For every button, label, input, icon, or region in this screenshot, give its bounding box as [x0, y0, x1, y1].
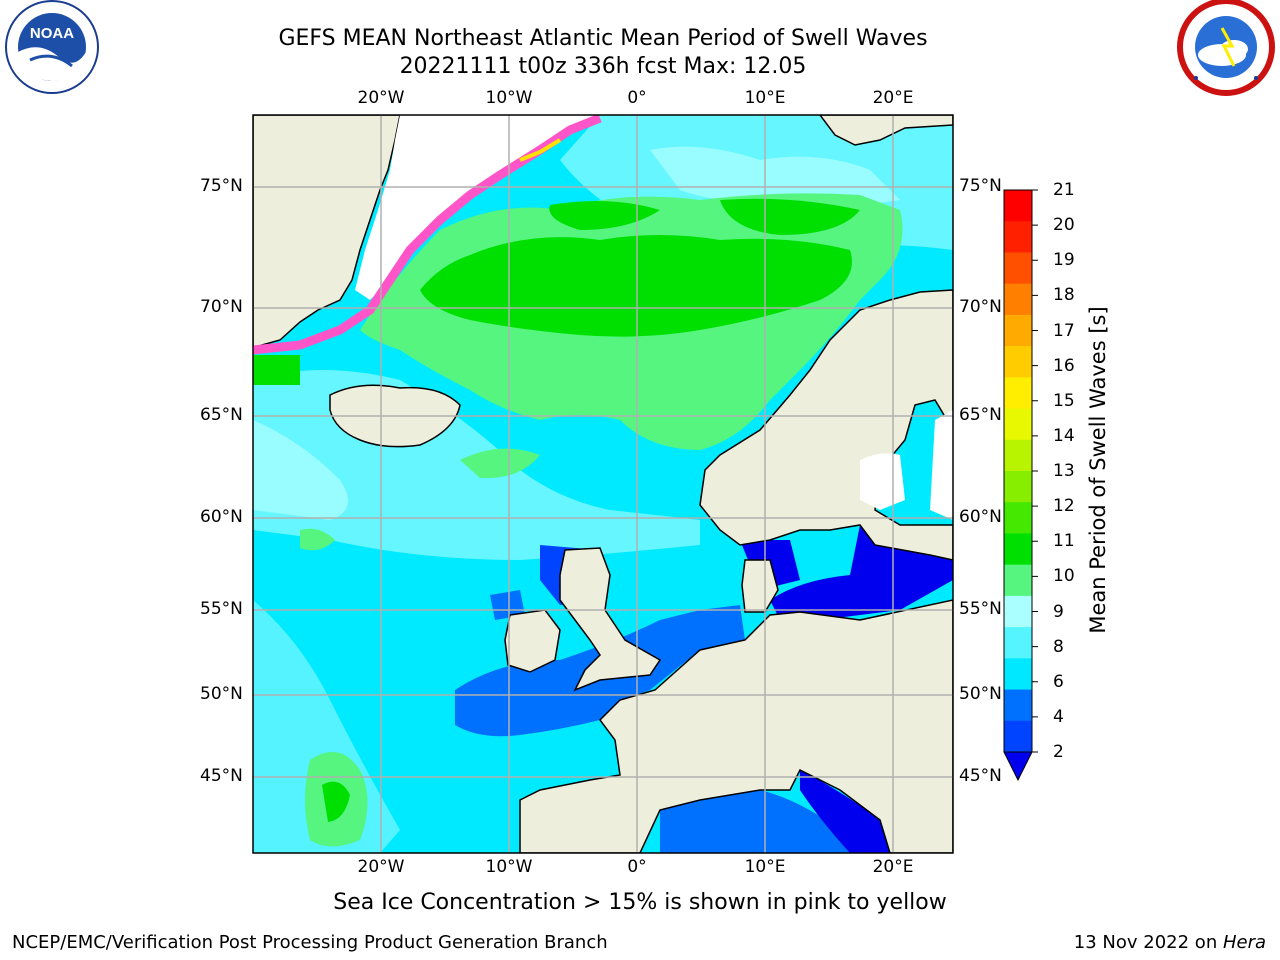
colorbar — [1003, 189, 1038, 782]
colorbar-segment — [1004, 252, 1032, 285]
colorbar-tick-label: 14 — [1053, 425, 1075, 446]
noaa-logo: NOAA — [5, 0, 99, 94]
colorbar-tick-label: 18 — [1053, 285, 1075, 306]
footer-date-text: 13 Nov 2022 on — [1073, 932, 1223, 953]
colorbar-segment — [1004, 720, 1032, 753]
colorbar-segment — [1004, 502, 1032, 534]
sea-ice-yellow — [519, 138, 562, 162]
map-frame — [252, 114, 954, 854]
lat-label-left-50n: 50°N — [200, 684, 243, 704]
land — [253, 115, 953, 853]
colorbar-segment — [1004, 283, 1032, 316]
colorbar-tick-label: 15 — [1053, 390, 1075, 411]
colorbar-tick-label: 6 — [1053, 671, 1064, 692]
colorbar-extend-arrow — [1003, 751, 1033, 782]
chart-subtitle: 20221111 t00z 336h fcst Max: 12.05 — [399, 54, 807, 79]
map-area — [253, 115, 953, 853]
caption: Sea Ice Concentration > 15% is shown in … — [333, 890, 947, 915]
footer-date: 13 Nov 2022 on Hera — [1074, 932, 1266, 953]
colorbar-segment — [1004, 627, 1032, 659]
colorbar-segment — [1004, 439, 1032, 472]
colorbar-tick-label: 16 — [1053, 355, 1075, 376]
colorbar-title: Mean Period of Swell Waves [s] — [1086, 306, 1110, 634]
footer-credit: NCEP/EMC/Verification Post Processing Pr… — [12, 932, 608, 953]
colorbar-tick-label: 2 — [1053, 742, 1064, 762]
colorbar-segment — [1004, 190, 1032, 222]
colorbar-tick-label: 21 — [1053, 180, 1075, 200]
lat-label-right-45n: 45°N — [959, 766, 1002, 786]
lat-label-right-50n: 50°N — [959, 684, 1002, 704]
lon-label-top-0: 0° — [627, 88, 647, 108]
colorbar-tick-label: 17 — [1053, 320, 1075, 341]
colorbar-segment — [1004, 533, 1032, 566]
colorbar-tick-label: 9 — [1053, 601, 1064, 622]
lat-label-left-55n: 55°N — [200, 599, 243, 619]
footer-host: Hera — [1222, 932, 1266, 953]
colorbar-segment — [1004, 471, 1032, 503]
lat-label-right-75n: 75°N — [959, 176, 1002, 196]
colorbar-segment — [1004, 314, 1032, 347]
colorbar-tick-label: 13 — [1053, 461, 1075, 481]
colorbar-tick-label: 11 — [1053, 531, 1075, 552]
lon-label-top-20w: 20°W — [357, 88, 405, 108]
lat-label-left-45n: 45°N — [200, 766, 243, 786]
lat-label-right-70n: 70°N — [959, 297, 1002, 317]
lon-label-top-10e: 10°E — [744, 88, 786, 108]
lat-label-left-75n: 75°N — [200, 176, 243, 196]
lon-label-bottom-0: 0° — [627, 857, 647, 877]
colorbar-segment — [1004, 346, 1032, 378]
colorbar-segment — [1004, 658, 1032, 691]
lat-label-left-70n: 70°N — [200, 297, 243, 317]
colorbar-segment — [1004, 595, 1032, 628]
sea-ice-edge — [253, 115, 602, 355]
nws-logo — [1177, 0, 1275, 96]
lon-label-top-20e: 20°E — [872, 88, 914, 108]
lat-label-right-65n: 65°N — [959, 405, 1002, 425]
lon-label-bottom-20e: 20°E — [872, 857, 914, 877]
colorbar-tick-label: 10 — [1053, 566, 1075, 587]
lat-label-right-60n: 60°N — [959, 507, 1002, 527]
lat-label-right-55n: 55°N — [959, 599, 1002, 619]
colorbar-segment — [1004, 564, 1032, 597]
colorbar-tick-label: 20 — [1053, 215, 1075, 236]
colorbar-segment — [1004, 221, 1032, 253]
colorbar-segment — [1004, 689, 1032, 722]
lon-label-bottom-10w: 10°W — [485, 857, 533, 877]
colorbar-tick-label: 4 — [1053, 706, 1064, 727]
colorbar-tick-label: 19 — [1053, 250, 1075, 271]
lat-label-left-60n: 60°N — [200, 507, 243, 527]
colorbar-segment — [1004, 408, 1032, 441]
lon-label-bottom-20w: 20°W — [357, 857, 405, 877]
chart-title: GEFS MEAN Northeast Atlantic Mean Period… — [278, 26, 928, 51]
graticule — [253, 115, 953, 853]
colorbar-tick-label: 12 — [1053, 496, 1075, 517]
lon-label-top-10w: 10°W — [485, 88, 533, 108]
colorbar-segment — [1004, 377, 1032, 410]
lon-label-bottom-10e: 10°E — [744, 857, 786, 877]
ice-free-area — [355, 115, 600, 300]
lat-label-left-65n: 65°N — [200, 405, 243, 425]
colorbar-tick-label: 8 — [1053, 636, 1064, 657]
noaa-logo-text: NOAA — [30, 25, 74, 42]
